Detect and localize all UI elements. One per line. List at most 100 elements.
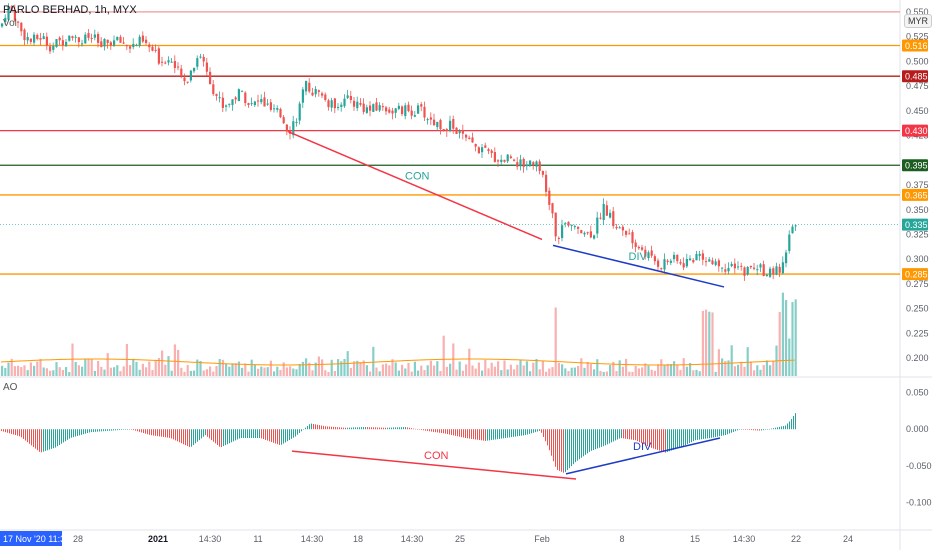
ao-histogram-bar bbox=[29, 429, 30, 444]
volume-bar bbox=[180, 367, 183, 376]
candle-body bbox=[500, 159, 503, 163]
candle-body bbox=[605, 205, 608, 216]
ao-histogram-bar bbox=[405, 427, 406, 430]
ao-histogram-bar bbox=[781, 426, 782, 430]
ao-histogram-bar bbox=[111, 429, 112, 431]
ao-histogram-bar bbox=[653, 429, 654, 449]
ao-histogram-bar bbox=[65, 429, 66, 442]
candle-body bbox=[698, 253, 701, 256]
x-axis-tick-label: 8 bbox=[619, 534, 624, 544]
ao-histogram-bar bbox=[665, 429, 666, 453]
ao-histogram-bar bbox=[71, 429, 72, 438]
ao-histogram-bar bbox=[401, 427, 402, 430]
volume-bar bbox=[461, 370, 464, 376]
ao-histogram-bar bbox=[673, 429, 674, 450]
volume-bar bbox=[68, 371, 71, 376]
candle-body bbox=[199, 56, 202, 58]
ao-histogram-bar bbox=[509, 429, 510, 438]
volume-bar bbox=[420, 365, 423, 376]
volume-bar bbox=[452, 343, 455, 376]
volume-bar bbox=[477, 362, 480, 376]
candle-body bbox=[791, 226, 794, 234]
volume-bar bbox=[740, 361, 743, 376]
volume-bar bbox=[327, 371, 330, 376]
trendline[interactable] bbox=[552, 244, 725, 288]
ao-histogram-bar bbox=[641, 429, 642, 444]
ao-histogram-bar bbox=[61, 429, 62, 444]
ao-histogram-bar bbox=[167, 429, 168, 438]
ao-histogram-bar bbox=[381, 427, 382, 430]
ao-histogram-bar bbox=[113, 429, 114, 431]
ao-histogram-bar bbox=[415, 428, 416, 430]
candle-body bbox=[420, 104, 423, 107]
currency-badge[interactable]: MYR bbox=[904, 14, 932, 28]
candle-body bbox=[292, 121, 295, 136]
ao-histogram-bar bbox=[1, 429, 2, 431]
ao-histogram-bar bbox=[343, 427, 344, 430]
ao-histogram-bar bbox=[277, 429, 278, 445]
candle-body bbox=[657, 260, 660, 267]
ao-histogram-bar bbox=[3, 429, 4, 432]
candle-body bbox=[724, 269, 727, 272]
ao-histogram-bar bbox=[761, 429, 762, 431]
volume-bar bbox=[692, 370, 695, 376]
candle-body bbox=[343, 98, 346, 107]
candle-body bbox=[375, 102, 378, 111]
x-axis-tick-label: 2021 bbox=[148, 534, 168, 544]
ao-histogram-bar bbox=[149, 429, 150, 435]
ao-trendline[interactable] bbox=[291, 450, 577, 480]
volume-bar bbox=[317, 356, 320, 376]
ao-histogram-bar bbox=[239, 429, 240, 439]
ao-histogram-bar bbox=[759, 429, 760, 431]
ao-histogram-bar bbox=[771, 428, 772, 430]
ao-histogram-bar bbox=[685, 429, 686, 446]
candle-body bbox=[753, 267, 756, 269]
ao-histogram-bar bbox=[59, 429, 60, 445]
volume-bar bbox=[423, 370, 426, 376]
candle-body bbox=[282, 117, 285, 124]
ao-histogram-bar bbox=[303, 429, 304, 430]
candle-body bbox=[55, 39, 58, 47]
ao-histogram-bar bbox=[703, 429, 704, 440]
ao-histogram-bar bbox=[351, 427, 352, 430]
ao-histogram-bar bbox=[237, 429, 238, 440]
ao-histogram-bar bbox=[13, 429, 14, 435]
candle-body bbox=[250, 103, 253, 105]
ao-histogram-bar bbox=[187, 429, 188, 447]
ao-histogram-bar bbox=[429, 429, 430, 432]
ao-histogram-bar bbox=[753, 429, 754, 431]
ao-histogram-bar bbox=[101, 429, 102, 432]
ao-histogram-bar bbox=[453, 429, 454, 436]
candle-body bbox=[218, 97, 221, 99]
volume-bar bbox=[231, 363, 234, 376]
ao-histogram-bar bbox=[115, 429, 116, 431]
candle-body bbox=[769, 268, 772, 277]
ao-histogram-bar bbox=[323, 425, 324, 430]
ao-label: AO bbox=[3, 382, 18, 393]
ao-histogram-bar bbox=[745, 429, 746, 430]
ao-histogram-bar bbox=[335, 427, 336, 430]
candle-body bbox=[669, 260, 672, 263]
ao-trendline[interactable] bbox=[565, 437, 721, 475]
candle-body bbox=[538, 161, 541, 171]
volume-bar bbox=[561, 364, 564, 376]
trendline[interactable] bbox=[287, 130, 543, 241]
ao-histogram-bar bbox=[195, 429, 196, 444]
volume-bar bbox=[609, 365, 612, 376]
ao-histogram-bar bbox=[75, 429, 76, 437]
ao-histogram-bar bbox=[349, 427, 350, 430]
x-axis-tick-label: 14:30 bbox=[401, 534, 424, 544]
volume-bar bbox=[733, 366, 736, 376]
volume-bar bbox=[765, 360, 768, 376]
candle-body bbox=[161, 61, 164, 63]
volume-bar bbox=[359, 362, 362, 376]
candle-body bbox=[135, 44, 138, 46]
ao-histogram-bar bbox=[121, 429, 122, 430]
candle-body bbox=[484, 145, 487, 148]
volume-bar bbox=[209, 366, 212, 376]
ao-histogram-bar bbox=[667, 429, 668, 452]
ao-histogram-bar bbox=[399, 427, 400, 430]
volume-bar bbox=[730, 345, 733, 376]
